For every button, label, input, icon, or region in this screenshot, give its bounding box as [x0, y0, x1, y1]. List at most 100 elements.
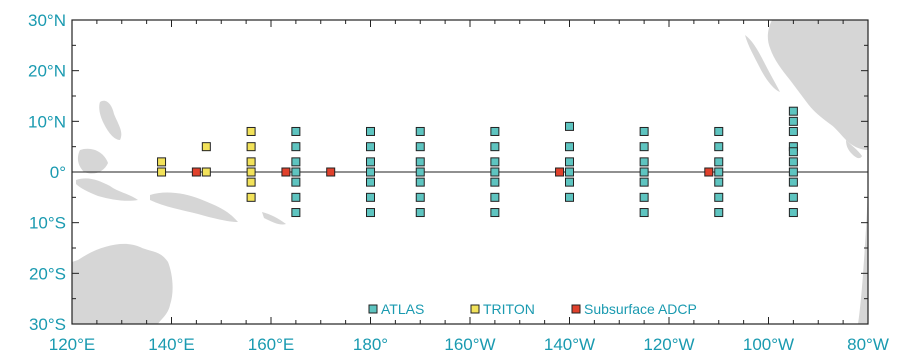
atlas-mooring: [366, 167, 375, 177]
atlas-mooring: [565, 142, 574, 152]
atlas-mooring: [291, 142, 301, 152]
legend-swatch-triton: [470, 304, 480, 314]
atlas-mooring: [788, 177, 798, 187]
indonesia-islands: [76, 178, 138, 201]
atlas-mooring: [415, 177, 425, 187]
y-tick-label: 20°N: [28, 62, 66, 81]
atlas-mooring: [291, 192, 301, 202]
x-tick-label: 80°W: [847, 335, 889, 354]
atlas-mooring: [639, 177, 649, 187]
atlas-mooring: [366, 177, 375, 187]
atlas-mooring: [565, 192, 574, 202]
x-tick-label: 180°: [353, 335, 388, 354]
y-tick-label: 10°N: [28, 112, 66, 131]
mooring-markers: [157, 106, 798, 218]
atlas-mooring: [639, 142, 649, 152]
atlas-mooring: [714, 192, 724, 202]
atlas-mooring: [565, 157, 574, 167]
atlas-mooring: [565, 121, 574, 131]
legend-swatch-atlas: [368, 304, 378, 314]
triton-mooring: [157, 157, 167, 167]
atlas-mooring: [714, 126, 724, 136]
x-tick-label: 120°E: [49, 335, 96, 354]
atlas-mooring: [366, 157, 375, 167]
x-tick-label: 140°W: [544, 335, 595, 354]
atlas-mooring: [788, 167, 798, 177]
solomon-islands: [262, 212, 286, 225]
atlas-mooring: [639, 208, 649, 218]
triton-mooring: [157, 167, 167, 177]
atlas-mooring: [639, 157, 649, 167]
x-tick-label: 140°E: [148, 335, 195, 354]
triton-mooring: [246, 142, 256, 152]
central-america: [846, 140, 862, 159]
atlas-mooring: [366, 192, 375, 202]
atlas-mooring: [788, 208, 798, 218]
atlas-mooring: [490, 192, 500, 202]
atlas-mooring: [714, 167, 724, 177]
triton-mooring: [246, 167, 256, 177]
y-tick-label: 30°S: [29, 315, 66, 334]
baja-california: [745, 35, 780, 92]
atlas-mooring: [714, 142, 724, 152]
triton-mooring: [246, 192, 256, 202]
y-tick-label: 0°: [50, 163, 66, 182]
atlas-mooring: [366, 126, 375, 136]
atlas-mooring: [714, 177, 724, 187]
adcp-mooring: [281, 167, 291, 177]
philippines-islands: [99, 100, 122, 140]
atlas-mooring: [565, 167, 574, 177]
legend-label-atlas: ATLAS: [381, 301, 424, 317]
atlas-mooring: [788, 147, 798, 157]
atlas-mooring: [639, 167, 649, 177]
atlas-mooring: [415, 192, 425, 202]
atlas-mooring: [291, 208, 301, 218]
atlas-mooring: [291, 167, 301, 177]
atlas-mooring: [415, 167, 425, 177]
south-america-landmass: [858, 172, 868, 324]
borneo-landmass: [77, 148, 108, 174]
x-tick-label: 100°W: [743, 335, 794, 354]
atlas-mooring: [639, 126, 649, 136]
triton-mooring: [246, 126, 256, 136]
atlas-mooring: [788, 126, 798, 136]
atlas-mooring: [366, 142, 375, 152]
australia-landmass: [72, 243, 173, 324]
atlas-mooring: [788, 106, 798, 116]
triton-mooring: [201, 167, 211, 177]
adcp-mooring: [555, 167, 565, 177]
y-tick-label: 30°N: [28, 11, 66, 30]
adcp-mooring: [191, 167, 201, 177]
atlas-mooring: [788, 157, 798, 167]
y-tick-label: 10°S: [29, 214, 66, 233]
atlas-mooring: [788, 192, 798, 202]
atlas-mooring: [291, 177, 301, 187]
x-tick-label: 120°W: [643, 335, 694, 354]
atlas-mooring: [490, 126, 500, 136]
atlas-mooring: [415, 142, 425, 152]
triton-mooring: [201, 142, 211, 152]
atlas-mooring: [714, 157, 724, 167]
atlas-mooring: [291, 157, 301, 167]
atlas-mooring: [490, 142, 500, 152]
legend-label-triton: TRITON: [483, 301, 535, 317]
atlas-mooring: [639, 192, 649, 202]
atlas-mooring: [490, 208, 500, 218]
triton-mooring: [246, 157, 256, 167]
triton-mooring: [246, 177, 256, 187]
atlas-mooring: [565, 177, 574, 187]
x-tick-labels: 120°E 140°E 160°E 180° 160°W 140°W 120°W 100°W 8…: [49, 335, 889, 354]
atlas-mooring: [291, 126, 301, 136]
adcp-mooring: [704, 167, 714, 177]
atlas-mooring: [788, 116, 798, 126]
y-tick-label: 20°S: [29, 264, 66, 283]
atlas-mooring: [714, 208, 724, 218]
north-america-landmass: [767, 20, 868, 150]
atlas-mooring: [490, 167, 500, 177]
atlas-mooring: [415, 126, 425, 136]
x-tick-label: 160°W: [444, 335, 495, 354]
y-tick-labels: 30°N 20°N 10°N 0° 10°S 20°S 30°S: [28, 11, 66, 334]
legend-label-adcp: Subsurface ADCP: [584, 301, 697, 317]
atlas-mooring: [415, 157, 425, 167]
